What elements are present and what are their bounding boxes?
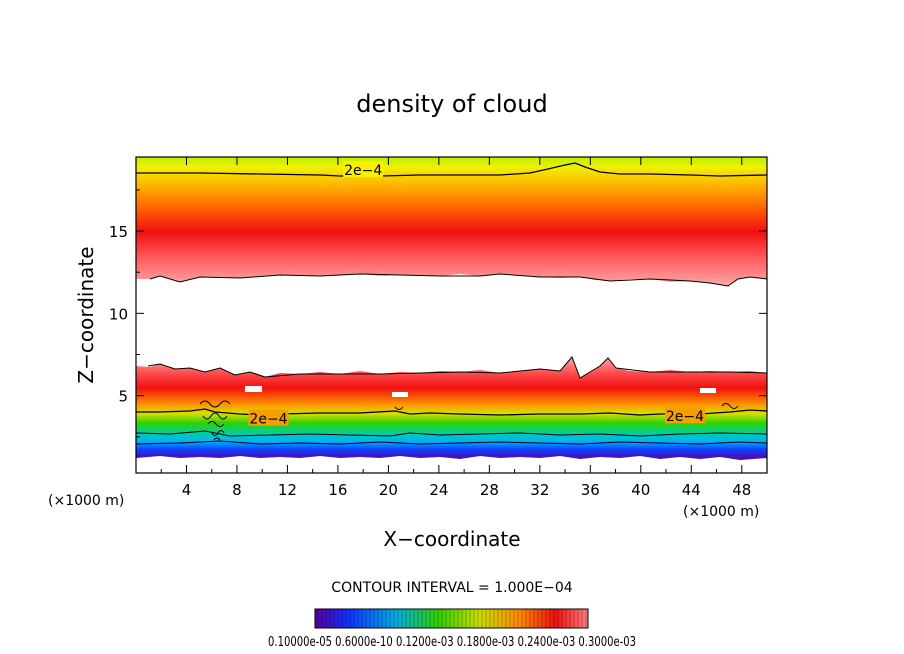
contour-interval-text: CONTOUR INTERVAL = 1.000E−04 [331, 580, 572, 596]
x-tick-label: 48 [732, 481, 751, 499]
x-tick-label: 4 [182, 481, 192, 499]
plot-frame [135, 156, 768, 474]
colorbar-labels: 0.10000e-05 0.6000e-10 0.1200e-03 0.1800… [268, 635, 636, 650]
colorbar-gradient [314, 608, 589, 629]
x-tick-label: 24 [429, 481, 448, 499]
contour-label: 2e−4 [666, 409, 704, 425]
contour-green-band [136, 430, 767, 437]
x-axis-label: X−coordinate [383, 527, 520, 551]
contour-label-bg [248, 409, 289, 426]
y-axis-ticks: 5 10 15 [109, 189, 767, 438]
x-tick-label: 36 [581, 481, 600, 499]
y-tick-label: 10 [109, 305, 128, 323]
upper-cloud-layer [136, 157, 767, 286]
x-unit-left: (×1000 m) [48, 493, 124, 509]
colorbar [314, 608, 589, 629]
chart-title: density of cloud [356, 90, 547, 118]
contour-label: 2e−4 [344, 163, 382, 179]
x-tick-label: 12 [278, 481, 297, 499]
contour-noise-right [394, 403, 739, 410]
contour-label-bg [343, 161, 384, 178]
contour-labels: 2e−4 2e−4 2e−4 [248, 161, 705, 428]
contour-upper-top [136, 162, 767, 177]
x-tick-label: 44 [682, 481, 701, 499]
x-axis-ticks: 4 8 12 16 20 24 28 32 36 40 44 48 [160, 157, 751, 499]
contour-blue-band [136, 440, 767, 445]
x-tick-label: 32 [530, 481, 549, 499]
x-tick-label: 28 [480, 481, 499, 499]
contour-lower-top [147, 356, 767, 379]
contour-lines [136, 162, 767, 445]
contour-noise-left [199, 400, 231, 441]
contour-upper-bottom [149, 273, 767, 287]
x-tick-label: 20 [379, 481, 398, 499]
contour-label: 2e−4 [249, 412, 287, 428]
y-axis-label: Z−coordinate [74, 246, 98, 383]
contour-label-bg [664, 407, 705, 424]
x-tick-label: 16 [328, 481, 347, 499]
x-tick-label: 40 [631, 481, 650, 499]
x-tick-label: 8 [232, 481, 242, 499]
y-tick-label: 15 [109, 223, 128, 241]
colorbar-stripes [317, 610, 587, 627]
y-tick-label: 5 [118, 388, 128, 406]
x-unit-right: (×1000 m) [683, 504, 759, 520]
